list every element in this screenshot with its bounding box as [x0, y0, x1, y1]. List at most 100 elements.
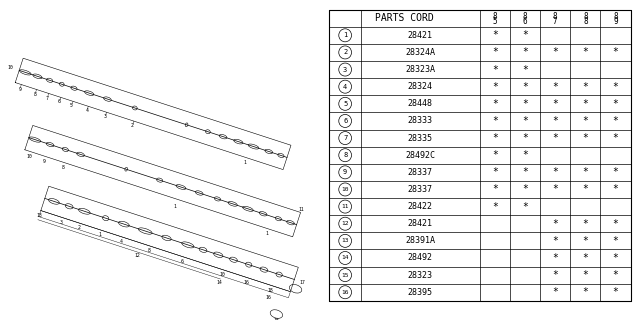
Text: *: * [612, 287, 618, 297]
Text: *: * [522, 82, 528, 92]
Text: 18: 18 [268, 288, 273, 293]
Text: 8: 8 [343, 152, 348, 158]
Text: 28421: 28421 [408, 219, 433, 228]
Text: *: * [522, 184, 528, 195]
Text: 28448: 28448 [408, 99, 433, 108]
Text: *: * [492, 99, 498, 109]
Text: 10: 10 [219, 272, 225, 277]
Text: 28337: 28337 [408, 185, 433, 194]
Text: 9: 9 [19, 87, 21, 92]
Text: 8: 8 [523, 12, 527, 20]
Text: 14: 14 [216, 280, 222, 284]
Text: 2: 2 [131, 123, 134, 128]
Text: 3: 3 [343, 67, 348, 73]
Text: 3: 3 [60, 220, 62, 225]
Text: *: * [612, 47, 618, 57]
Text: 8: 8 [34, 92, 36, 97]
Text: *: * [582, 133, 588, 143]
Text: *: * [612, 116, 618, 126]
Text: 28323: 28323 [408, 271, 433, 280]
Text: 28337: 28337 [408, 168, 433, 177]
Text: *: * [582, 236, 588, 246]
Text: 8: 8 [553, 12, 557, 20]
Text: *: * [582, 116, 588, 126]
Text: 1: 1 [244, 160, 246, 165]
Text: *: * [522, 167, 528, 177]
Text: *: * [552, 219, 558, 229]
Text: 28395: 28395 [408, 288, 433, 297]
Text: PARTS CORD: PARTS CORD [376, 13, 434, 23]
Text: 1: 1 [99, 232, 102, 237]
Text: *: * [492, 184, 498, 195]
Text: *: * [522, 133, 528, 143]
Text: 5: 5 [493, 17, 497, 26]
Text: 1: 1 [343, 32, 348, 38]
Text: 16: 16 [266, 295, 271, 300]
Text: *: * [492, 167, 498, 177]
Text: 7: 7 [553, 17, 557, 26]
Text: *: * [552, 270, 558, 280]
Text: 2: 2 [343, 49, 348, 55]
Text: 16: 16 [243, 280, 249, 285]
Text: 17: 17 [299, 280, 305, 285]
Text: 18: 18 [273, 318, 279, 320]
Text: *: * [612, 167, 618, 177]
Text: *: * [522, 47, 528, 57]
Text: *: * [612, 184, 618, 195]
Text: 28391A: 28391A [405, 236, 435, 245]
Text: *: * [612, 270, 618, 280]
Text: 3: 3 [104, 114, 106, 119]
Text: 28492C: 28492C [405, 151, 435, 160]
Text: *: * [552, 47, 558, 57]
Text: 1: 1 [173, 204, 176, 209]
Text: 9: 9 [44, 159, 46, 164]
Text: 28333: 28333 [408, 116, 433, 125]
Text: 8: 8 [493, 12, 497, 20]
Text: 13: 13 [36, 212, 42, 218]
Text: 5: 5 [70, 103, 73, 108]
Text: 11: 11 [299, 207, 305, 212]
Text: *: * [612, 82, 618, 92]
Text: *: * [582, 219, 588, 229]
Text: 28492: 28492 [408, 253, 433, 262]
Text: *: * [552, 167, 558, 177]
Text: 8: 8 [583, 12, 588, 20]
Text: *: * [522, 202, 528, 212]
Text: *: * [522, 65, 528, 75]
Text: *: * [612, 133, 618, 143]
Text: 16: 16 [341, 290, 349, 295]
Text: 8: 8 [613, 12, 618, 20]
Text: *: * [612, 236, 618, 246]
Text: 8: 8 [147, 248, 150, 253]
Text: 12: 12 [134, 253, 140, 258]
Text: 15: 15 [341, 273, 349, 278]
Text: 1: 1 [266, 231, 268, 236]
Text: *: * [582, 167, 588, 177]
Text: *: * [522, 30, 528, 40]
Text: *: * [582, 82, 588, 92]
Text: *: * [552, 116, 558, 126]
Text: 12: 12 [341, 221, 349, 226]
Text: *: * [552, 99, 558, 109]
Text: *: * [582, 270, 588, 280]
Text: 10: 10 [7, 65, 13, 70]
Text: *: * [582, 47, 588, 57]
Text: *: * [582, 99, 588, 109]
Text: *: * [612, 219, 618, 229]
Text: 11: 11 [341, 204, 349, 209]
Text: *: * [492, 65, 498, 75]
Text: *: * [492, 116, 498, 126]
Text: 9: 9 [613, 17, 618, 26]
Text: 9: 9 [343, 169, 348, 175]
Text: *: * [582, 184, 588, 195]
Text: *: * [492, 82, 498, 92]
Text: 10: 10 [341, 187, 349, 192]
Text: *: * [552, 133, 558, 143]
Text: *: * [582, 287, 588, 297]
Text: 4: 4 [85, 108, 88, 113]
Text: *: * [612, 253, 618, 263]
Text: 28421: 28421 [408, 31, 433, 40]
Text: 28324: 28324 [408, 82, 433, 91]
Text: 28335: 28335 [408, 133, 433, 143]
Text: *: * [492, 133, 498, 143]
